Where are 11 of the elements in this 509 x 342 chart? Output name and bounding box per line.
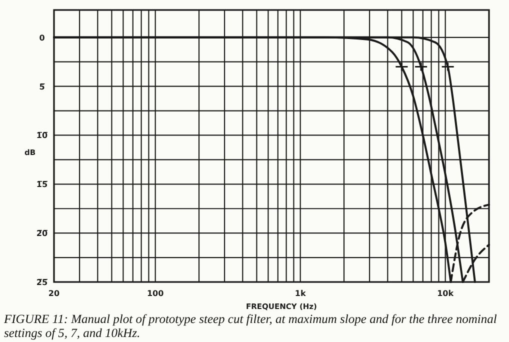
- x-tick-label: 100: [147, 289, 164, 298]
- y-tick-label: 1̅0̅: [36, 131, 48, 140]
- y-tick-label: 2̅5̅: [36, 278, 48, 287]
- x-tick-label: 20: [48, 289, 60, 298]
- caption: FIGURE 11: Manual plot of prototype steep cut filter, at maximum slope and for the three nominal settings of 5, 7, and 10kHz.: [4, 312, 498, 340]
- y-tick-label: 5̅: [39, 82, 46, 92]
- x-tick-label: 10k: [437, 289, 454, 298]
- y-tick-label: 1̅5̅: [36, 180, 48, 190]
- y-tick-label: 2̅0̅: [36, 229, 48, 238]
- y-tick-label: 0: [39, 33, 46, 42]
- x-tick-label: 1k: [294, 289, 306, 298]
